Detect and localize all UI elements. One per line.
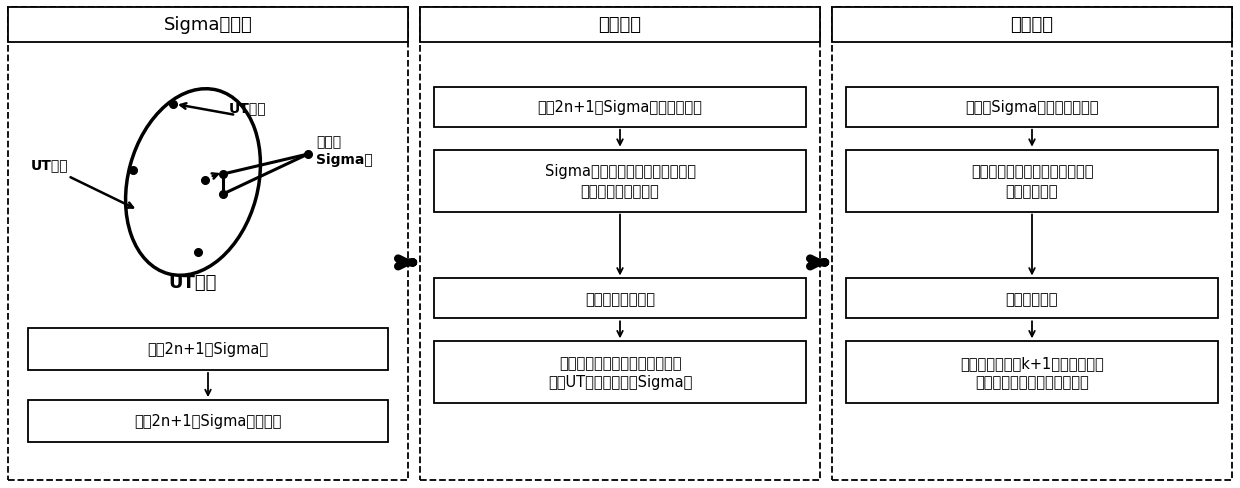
Text: 计算2n+1个Sigma点的权値: 计算2n+1个Sigma点的权値 [134, 414, 281, 428]
Text: 状态估计: 状态估计 [1011, 17, 1054, 35]
Bar [434, 88, 806, 127]
Text: 计算滤波增益: 计算滤波增益 [1006, 291, 1058, 306]
Text: Sigma点采样: Sigma点采样 [164, 17, 253, 35]
Bar [846, 88, 1218, 127]
Bar [832, 8, 1233, 43]
Text: 状态预测: 状态预测 [599, 17, 641, 35]
Bar [420, 8, 820, 43]
Bar [846, 150, 1218, 212]
Bar [846, 279, 1218, 319]
Bar [434, 279, 806, 319]
Text: 计算2n+1个Sigma点的一步预测: 计算2n+1个Sigma点的一步预测 [538, 100, 702, 115]
Bar [420, 8, 820, 480]
Text: 对系统状态量的一步预测値再次
进行UT变换产生新的Sigma点: 对系统状态量的一步预测値再次 进行UT变换产生新的Sigma点 [548, 355, 692, 389]
Text: Sigma点的预测値加权求和得到系
统状态量的一步预测: Sigma点的预测値加权求和得到系 统状态量的一步预测 [544, 164, 696, 198]
Bar [7, 8, 408, 43]
Ellipse shape [125, 89, 260, 276]
Text: UT均値: UT均値 [229, 101, 267, 115]
Bar [7, 8, 408, 480]
Text: 计算2n+1个Sigma点: 计算2n+1个Sigma点 [148, 342, 269, 357]
Text: 量测更新，得到k+1时刻的最优滤
波状态估计以及误差协方差阵: 量测更新，得到k+1时刻的最优滤 波状态估计以及误差协方差阵 [960, 355, 1104, 389]
Text: UT方差: UT方差 [31, 158, 68, 172]
Bar [434, 342, 806, 404]
Text: 将新的Sigma点代入观测方程: 将新的Sigma点代入观测方程 [965, 100, 1099, 115]
Bar [832, 8, 1233, 480]
Bar [29, 328, 388, 370]
Bar [29, 400, 388, 442]
Text: UT变换: UT变换 [169, 273, 217, 291]
Text: 变换后
Sigma点: 变换后 Sigma点 [316, 135, 373, 166]
Bar [846, 342, 1218, 404]
Text: 计算后验均値、后验自协方差、
后验互协方差: 计算后验均値、后验自协方差、 后验互协方差 [971, 164, 1094, 198]
Text: 计算系统协方差阵: 计算系统协方差阵 [585, 291, 655, 306]
Bar [434, 150, 806, 212]
